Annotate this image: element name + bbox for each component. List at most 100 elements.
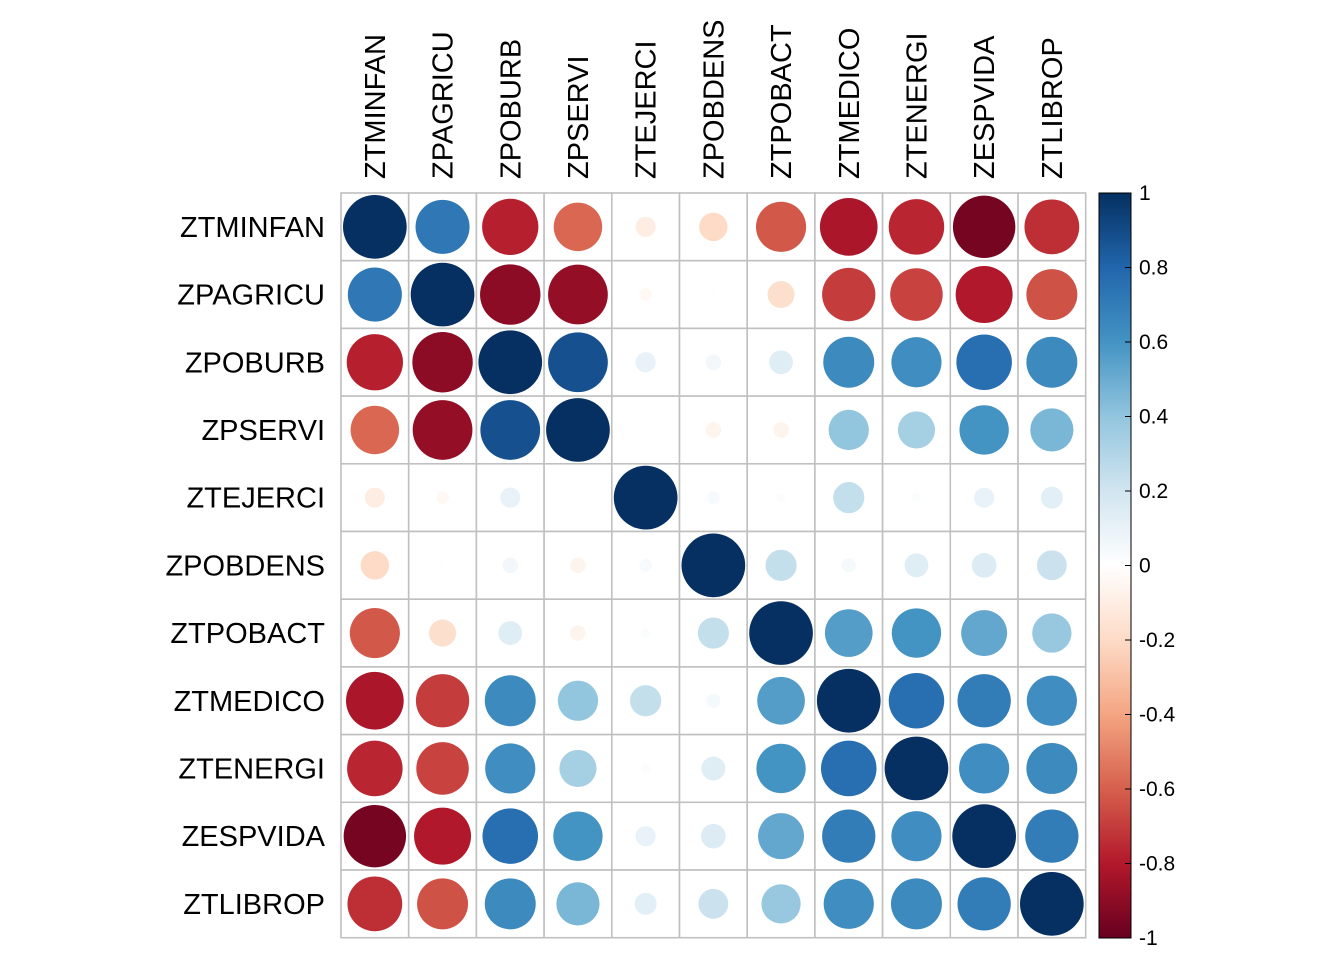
color-legend: 1 0.8 0.6 0.4 0.2 0 -0.2 -0.4 -0.6 -0.8 -1	[1098, 182, 1176, 950]
column-label-ztlibrop: ZTLIBROP	[1037, 37, 1069, 179]
correlation-circle-ztminfan-ztlibrop	[1024, 199, 1080, 255]
legend-tick-label: -0.2	[1139, 629, 1175, 652]
correlation-circle-zespvida-ztenergi	[891, 811, 942, 862]
correlation-circle-zpobdens-zespvida	[971, 553, 997, 578]
column-label-ztenergi: ZTENERGI	[901, 32, 933, 179]
correlation-circle-ztenergi-zespvida	[959, 743, 1010, 794]
correlation-circle-zpoburb-ztmedico	[823, 336, 875, 388]
column-label-zespvida: ZESPVIDA	[969, 35, 1001, 179]
correlation-circle-zespvida-ztejerci	[635, 826, 656, 847]
correlation-circle-zpservi-zpoburb	[480, 400, 541, 460]
column-label-zpobdens: ZPOBDENS	[698, 19, 730, 179]
correlation-circle-zpobdens-zpoburb	[502, 557, 519, 574]
legend-tick-label: 0.2	[1139, 480, 1168, 503]
legend-tick-label: 0.6	[1139, 331, 1168, 354]
correlation-circle-ztpobact-zpoburb	[498, 621, 523, 645]
correlation-circle-zpobdens-ztenergi	[904, 553, 929, 578]
correlation-circle-ztlibrop-zpobdens	[698, 888, 729, 919]
correlation-circle-zpobdens-zpobdens	[681, 533, 746, 598]
correlation-circle-zespvida-ztlibrop	[1025, 809, 1079, 863]
row-label-ztpobact: ZTPOBACT	[170, 618, 325, 650]
correlation-circle-ztmedico-ztpobact	[757, 676, 805, 725]
correlation-circle-zpobdens-ztmedico	[841, 558, 856, 573]
correlation-circle-zpagricu-zpagricu	[410, 262, 475, 327]
correlation-circle-ztpobact-zespvida	[961, 610, 1008, 657]
correlation-circle-zpservi-zespvida	[959, 405, 1009, 455]
correlation-circle-ztenergi-zpagricu	[416, 742, 469, 795]
correlation-circle-ztmedico-ztminfan	[346, 671, 404, 730]
legend-tick-label: 0	[1139, 555, 1151, 578]
correlation-circle-ztminfan-zpagricu	[415, 199, 470, 254]
correlation-circle-ztejerci-zpobdens	[706, 491, 720, 505]
row-label-ztminfan: ZTMINFAN	[180, 212, 325, 244]
correlation-circle-ztenergi-ztenergi	[884, 736, 949, 801]
correlation-circle-zpservi-ztmedico	[828, 409, 869, 451]
correlation-circle-ztejerci-ztejerci	[613, 465, 678, 530]
row-label-zpobdens: ZPOBDENS	[165, 550, 325, 582]
correlation-circle-ztenergi-zpoburb	[485, 743, 536, 794]
correlation-circle-zpoburb-zpoburb	[478, 330, 543, 395]
correlation-circle-ztenergi-ztmedico	[820, 740, 877, 797]
correlation-circle-zpservi-zpobdens	[705, 422, 722, 438]
correlation-circle-ztmedico-zespvida	[957, 674, 1011, 728]
correlation-circle-ztminfan-ztpobact	[755, 201, 807, 252]
correlation-circle-zpobdens-ztminfan	[360, 551, 390, 580]
correlation-circle-ztminfan-zpoburb	[482, 198, 539, 255]
correlation-circle-ztmedico-ztmedico	[816, 668, 881, 733]
correlation-circle-ztmedico-zpobdens	[706, 693, 721, 708]
correlation-circle-zespvida-ztminfan	[343, 804, 407, 868]
correlation-circle-zpagricu-ztmedico	[822, 267, 876, 322]
correlation-circle-zpoburb-zpagricu	[412, 332, 473, 393]
correlation-circle-zpagricu-zespvida	[955, 266, 1013, 324]
correlation-circle-ztejerci-ztpobact	[776, 493, 786, 503]
correlation-circle-zpobdens-zpagricu	[439, 562, 446, 569]
correlation-circle-zpagricu-ztpobact	[767, 281, 795, 309]
correlation-circle-ztejerci-ztminfan	[364, 487, 385, 508]
correlation-circle-zpagricu-zpservi	[548, 264, 608, 325]
correlation-circle-zpobdens-zpservi	[570, 557, 586, 574]
row-label-zpservi: ZPSERVI	[201, 415, 325, 447]
correlation-circle-ztejerci-ztmedico	[833, 482, 865, 514]
row-label-zpagricu: ZPAGRICU	[177, 280, 325, 312]
correlation-circle-zpobdens-ztlibrop	[1036, 550, 1067, 581]
correlation-circle-ztmedico-zpservi	[557, 680, 599, 721]
correlation-circle-ztminfan-ztmedico	[819, 198, 878, 256]
correlation-circle-zpagricu-ztlibrop	[1026, 269, 1078, 321]
correlation-circle-ztenergi-ztminfan	[347, 740, 403, 797]
grid-cell	[610, 395, 681, 465]
correlation-circle-zpservi-ztenergi	[897, 411, 936, 449]
correlation-circle-ztlibrop-ztlibrop	[1020, 872, 1084, 936]
legend-tick-label: 0.4	[1139, 406, 1169, 429]
correlation-circle-ztlibrop-ztejerci	[634, 892, 657, 915]
correlation-circle-zpobdens-ztejerci	[639, 558, 653, 572]
column-label-ztpobact: ZTPOBACT	[766, 24, 798, 179]
correlation-circle-zpservi-ztpobact	[773, 422, 789, 438]
correlation-circle-ztenergi-zpservi	[559, 749, 597, 788]
correlation-circle-zpoburb-zpservi	[548, 332, 608, 393]
correlation-circle-ztpobact-zpagricu	[429, 619, 457, 647]
legend-tick-label: -0.4	[1139, 704, 1176, 727]
row-label-zespvida: ZESPVIDA	[182, 821, 326, 853]
correlation-circle-zpagricu-ztminfan	[347, 267, 402, 322]
column-label-zpagricu: ZPAGRICU	[428, 31, 460, 179]
correlation-circle-zpoburb-ztpobact	[769, 350, 793, 375]
correlation-circle-ztpobact-zpobdens	[697, 617, 729, 649]
correlation-circle-ztejerci-ztlibrop	[1040, 486, 1063, 509]
correlation-circles	[343, 195, 1084, 936]
correlation-circle-zpagricu-zpoburb	[480, 264, 541, 325]
correlation-circle-zpoburb-zespvida	[956, 334, 1012, 391]
column-label-ztmedico: ZTMEDICO	[834, 28, 866, 179]
correlation-circle-zpoburb-zpobdens	[705, 354, 722, 371]
correlation-circle-ztminfan-ztejerci	[635, 216, 656, 237]
correlation-circle-ztejerci-ztenergi	[911, 493, 921, 503]
grid-cell	[678, 395, 748, 465]
correlation-circle-ztlibrop-zpoburb	[484, 878, 536, 930]
correlation-circle-ztminfan-zpservi	[553, 202, 603, 252]
correlation-circle-zespvida-zpobdens	[701, 823, 726, 849]
correlation-circle-ztminfan-ztenergi	[888, 199, 945, 255]
correlation-circle-zpservi-zpagricu	[412, 400, 473, 460]
correlation-circle-zespvida-zpagricu	[414, 807, 472, 865]
row-label-ztlibrop: ZTLIBROP	[183, 889, 325, 921]
correlation-circle-ztlibrop-ztenergi	[890, 878, 942, 930]
correlation-circle-ztejerci-zespvida	[974, 487, 995, 508]
